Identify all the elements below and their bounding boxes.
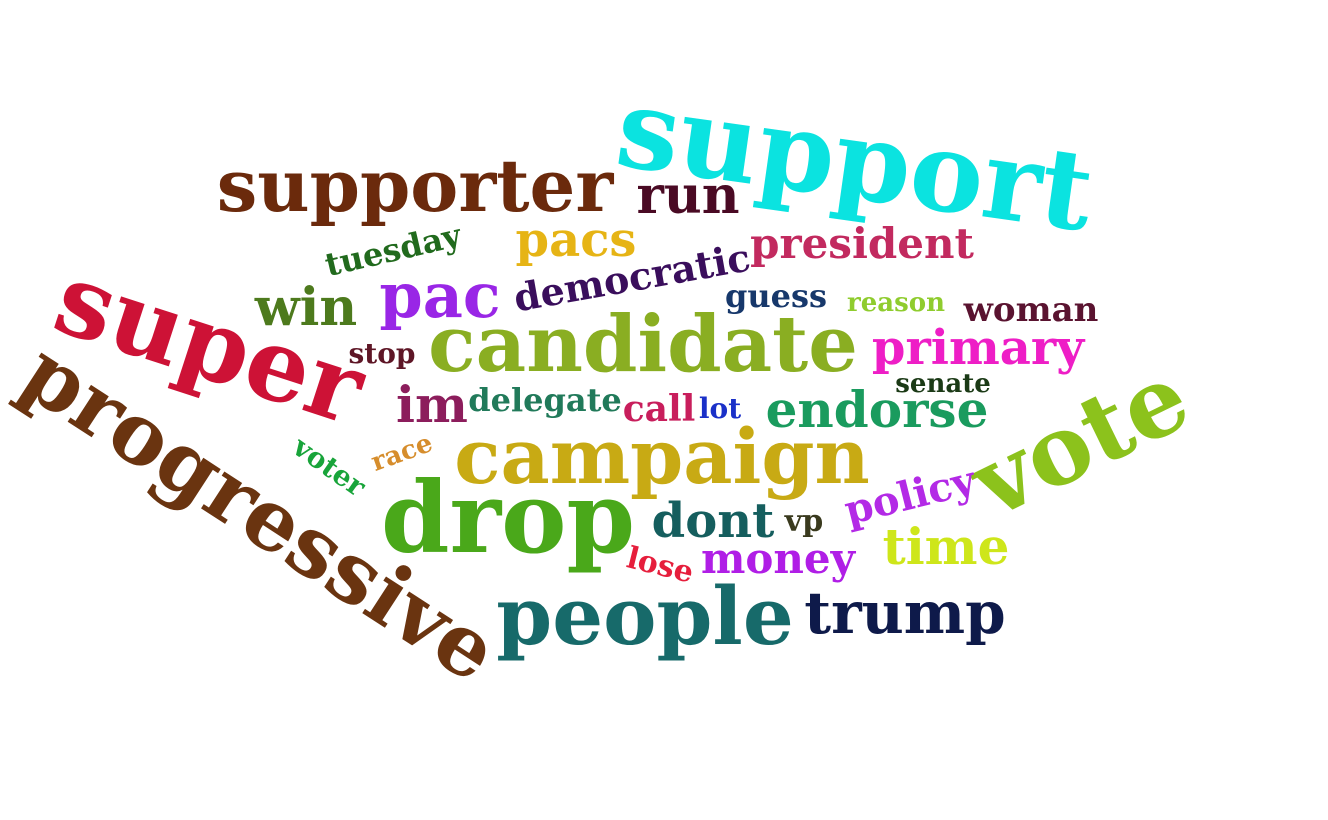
word-drop: drop — [380, 461, 636, 576]
word-win: win — [254, 277, 358, 338]
word-trump: trump — [804, 579, 1006, 647]
word-pac: pac — [379, 259, 501, 332]
word-senate: senate — [895, 369, 991, 399]
word-pacs: pacs — [515, 212, 637, 268]
word-run: run — [636, 165, 740, 226]
word-woman: woman — [963, 290, 1099, 330]
word-im: im — [396, 375, 468, 434]
word-stop: stop — [348, 337, 416, 370]
word-candidate: candidate — [428, 299, 858, 390]
word-call: call — [622, 388, 696, 430]
word-campaign: campaign — [454, 412, 870, 501]
word-lot: lot — [698, 392, 742, 425]
word-endorse: endorse — [765, 380, 989, 439]
word-dont: dont — [651, 493, 775, 549]
word-guess: guess — [724, 277, 828, 315]
word-vp: vp — [784, 504, 824, 539]
word-money: money — [700, 534, 856, 583]
word-reason: reason — [847, 288, 945, 318]
word-people: people — [496, 569, 794, 663]
word-president: president — [750, 219, 974, 268]
word-delegate: delegate — [468, 381, 622, 419]
word-primary: primary — [871, 320, 1085, 376]
word-time: time — [882, 517, 1010, 576]
word-supporter: supporter — [216, 143, 614, 228]
